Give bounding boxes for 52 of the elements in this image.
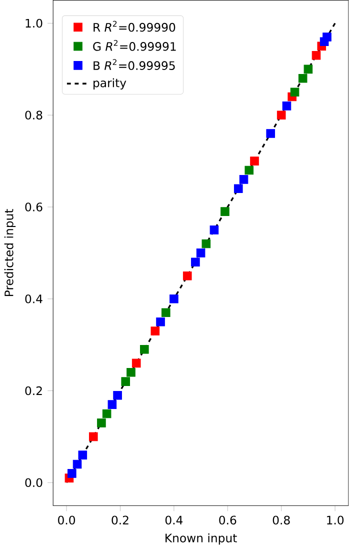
point — [108, 400, 117, 409]
legend-label: R R$^{2}$=0.99990 — [94, 20, 176, 32]
y-tick-label: 0.4 — [25, 294, 42, 304]
point — [126, 368, 136, 377]
point — [89, 432, 98, 442]
point — [290, 88, 300, 97]
point — [121, 377, 130, 386]
point — [322, 32, 332, 42]
point — [196, 248, 206, 258]
point — [140, 345, 149, 354]
point — [191, 258, 200, 267]
x-tick-label: 0.0 — [58, 516, 76, 525]
point — [220, 207, 230, 216]
point — [102, 409, 112, 418]
legend-label: parity — [94, 78, 126, 90]
x-axis-title: Known input — [166, 533, 238, 545]
point — [202, 239, 211, 248]
y-tick-label: 0.0 — [25, 478, 42, 488]
point — [239, 175, 248, 184]
point — [73, 460, 82, 469]
point — [304, 64, 313, 74]
point — [250, 156, 260, 166]
legend-label: G R$^{2}$=0.99991 — [93, 40, 176, 51]
x-tick-label: 0.8 — [272, 516, 290, 525]
x-tick-label: 0.2 — [112, 516, 128, 525]
point — [298, 74, 308, 83]
point — [210, 226, 219, 234]
y-axis-title: Predicted input — [4, 209, 16, 296]
point — [156, 317, 166, 326]
point — [277, 110, 286, 120]
point — [150, 326, 160, 336]
point — [282, 102, 292, 110]
x-tick-label: 0.6 — [219, 516, 236, 525]
point — [68, 469, 76, 478]
y-tick-label: 0.8 — [25, 110, 42, 120]
point — [162, 308, 170, 318]
y-tick-label: 0.6 — [25, 202, 42, 212]
point — [312, 50, 321, 60]
point — [170, 294, 178, 304]
y-tick-label: 0.2 — [25, 386, 42, 396]
point — [113, 390, 122, 400]
point — [183, 272, 192, 280]
point — [234, 184, 243, 194]
x-tick-label: 1.0 — [327, 516, 344, 525]
point — [97, 418, 106, 428]
legend-label: B R$^{2}$=0.99995 — [94, 59, 175, 70]
point — [266, 129, 276, 138]
point — [78, 450, 88, 460]
y-tick-label: 1.0 — [26, 18, 42, 28]
x-tick-label: 0.4 — [166, 516, 183, 525]
point — [244, 166, 254, 175]
point — [132, 358, 141, 368]
